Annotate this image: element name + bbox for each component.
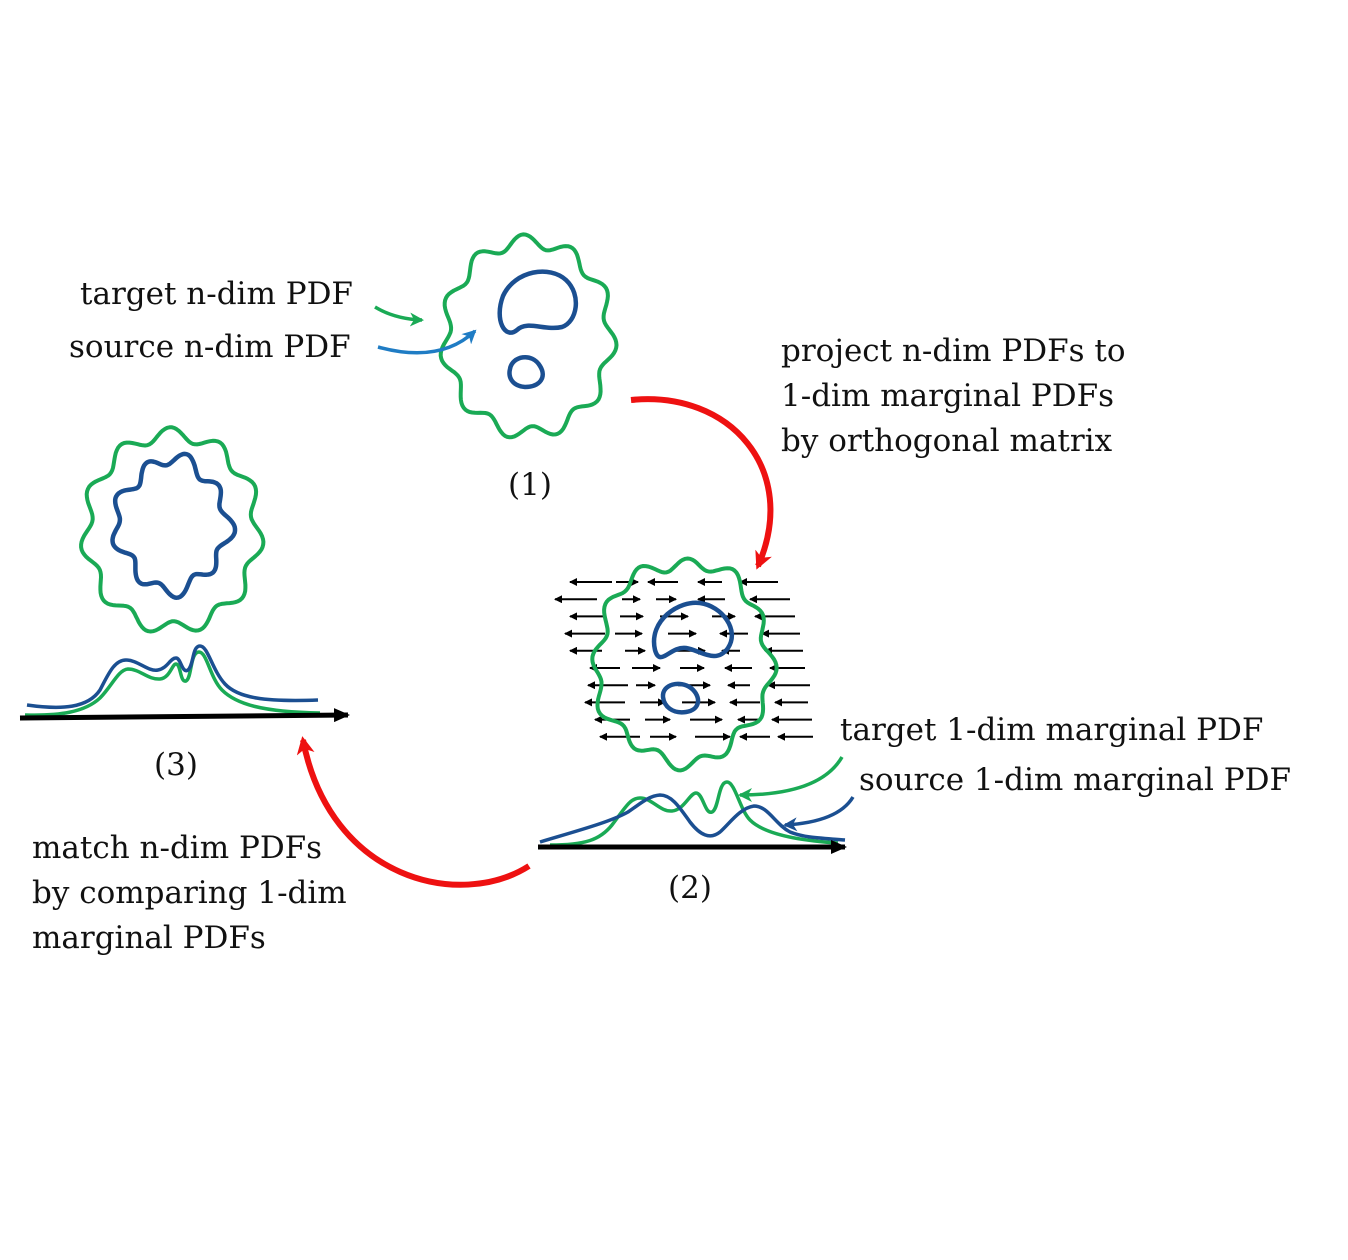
target-ndim-pdf-contour [438, 232, 619, 440]
match-cycle-arrow [296, 736, 531, 888]
target-1dim-marginal-curve [549, 780, 839, 847]
target-1dim-marginal-label: target 1-dim marginal PDF [840, 712, 1264, 748]
match-step-description: match n-dim PDFs by comparing 1-dim marg… [32, 830, 347, 956]
target-ndim-pointer-arrow [374, 305, 424, 327]
source-ndim-pdf-contour-small [507, 355, 545, 390]
source-ndim-pdf-label: source n-dim PDF [69, 329, 351, 365]
project-cycle-arrow [630, 396, 774, 570]
target-ndim-pdf-label: target n-dim PDF [80, 276, 353, 312]
source-ndim-pdf-contour-large [497, 269, 579, 335]
source-1dim-pointer-arrow [783, 796, 855, 832]
target-ndim-pdf-contour-projected [590, 556, 779, 773]
source-ndim-pdf-contour-projected-small [660, 681, 701, 715]
step-3-label: (3) [154, 747, 198, 783]
step-1-label: (1) [508, 467, 552, 503]
source-1dim-marginal-curve-matched [26, 644, 319, 710]
source-ndim-pointer-arrow [377, 329, 477, 355]
source-ndim-pdf-contour-matched [110, 451, 238, 600]
panel-2 [538, 556, 847, 854]
panel-3 [19, 425, 350, 723]
source-1dim-marginal-label: source 1-dim marginal PDF [859, 762, 1292, 798]
projection-arrows [554, 578, 813, 741]
target-ndim-pdf-contour-matched [79, 425, 266, 634]
target-1dim-pointer-arrow [738, 756, 844, 802]
project-step-description: project n-dim PDFs to 1-dim marginal PDF… [781, 333, 1126, 459]
target-1dim-marginal-curve-matched [24, 650, 321, 717]
axis-3 [19, 708, 350, 723]
source-1dim-marginal-curve [539, 793, 846, 844]
step-2-label: (2) [668, 870, 712, 906]
panel-1 [438, 232, 619, 440]
source-ndim-pdf-contour-projected-large [651, 600, 735, 660]
